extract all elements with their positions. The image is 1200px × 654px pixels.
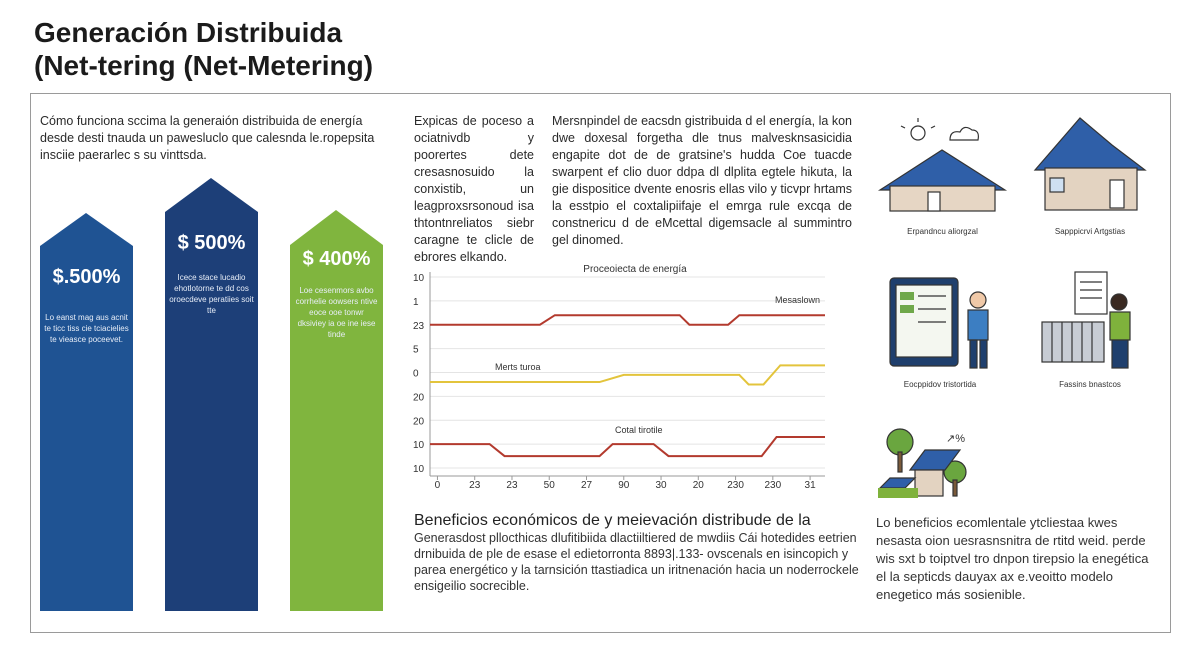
- x-tick-label: 31: [805, 480, 817, 491]
- column-value: $ 500%: [177, 232, 246, 254]
- column-value: $.500%: [52, 266, 121, 288]
- icon-house-sun: [877, 118, 1008, 212]
- column-text: Lo eanst mag aus acnit te ticc tiss cie …: [44, 313, 129, 344]
- column: [165, 178, 258, 611]
- bottom-left: Beneficios económicos de y meievación di…: [414, 512, 859, 594]
- middle-text: Mersnpindel de eacsdn gistribuida d el e…: [552, 114, 852, 247]
- x-tick-label: 0: [435, 480, 441, 491]
- column-value: $ 400%: [302, 248, 371, 270]
- icon-document-person: [1041, 271, 1131, 369]
- icon-caption: Eocppidov tristortida: [903, 380, 977, 389]
- series-line: [430, 435, 825, 458]
- y-tick-label: 5: [413, 345, 419, 356]
- series-label: Cotal tirotile: [615, 425, 663, 435]
- icon-trees-panels: ↗%: [878, 428, 967, 498]
- x-tick-label: 30: [655, 480, 667, 491]
- icon-caption: Erpandncu aliorgzal: [907, 227, 978, 236]
- y-tick-label: 0: [413, 369, 419, 380]
- x-tick-label: 23: [506, 480, 518, 491]
- bottom-text: Generasdost pllocthicas dlufitibiida dla…: [414, 531, 859, 593]
- title: Generación Distribuida (Net-tering (Net-…: [34, 16, 373, 82]
- series-line: [430, 314, 825, 326]
- x-tick-label: 27: [581, 480, 593, 491]
- frame: [30, 93, 1171, 633]
- icon-house: [1033, 117, 1147, 211]
- icon-caption: Sapppicrvi Artgstias: [1054, 227, 1126, 236]
- y-tick-label: 20: [413, 392, 425, 403]
- middle-text: Expicas de poceso a ociatnivdb y poorert…: [414, 114, 534, 264]
- bottom-heading: Beneficios económicos de y meievación di…: [414, 512, 811, 529]
- intro: Cómo funciona sccima la generaión distri…: [40, 114, 375, 162]
- icon-caption: Fassins bnastcos: [1059, 380, 1121, 389]
- y-tick-label: 1: [413, 297, 419, 308]
- x-tick-label: 50: [544, 480, 556, 491]
- x-tick-label: 20: [693, 480, 705, 491]
- column: [290, 210, 383, 611]
- y-tick-label: 20: [413, 416, 425, 427]
- column-text: Loe cesenmors avbo corrhelie oowsers nti…: [295, 286, 378, 339]
- x-tick-label: 23: [469, 480, 481, 491]
- series-line: [430, 364, 825, 386]
- chart-title: Proceoiecta de energía: [583, 264, 687, 275]
- y-tick-label: 23: [413, 321, 425, 332]
- series-label: Merts turoa: [495, 362, 541, 372]
- series-label: Mesaslown: [775, 295, 820, 305]
- title-line: (Net-tering (Net-Metering): [34, 50, 374, 81]
- column-text: Icece stace lucadio ehotlotorne te dd co…: [169, 273, 254, 315]
- y-tick-label: 10: [413, 464, 425, 475]
- y-tick-label: 10: [413, 440, 425, 451]
- x-tick-label: 230: [764, 480, 781, 491]
- icon-tablet-person: [889, 277, 989, 369]
- x-tick-label: 230: [727, 480, 744, 491]
- bottom-right: Lo beneficios ecomlentale ytcliestaa kwe…: [876, 515, 1149, 602]
- x-tick-label: 90: [618, 480, 630, 491]
- title-line: Generación Distribuida: [34, 17, 343, 48]
- column: [40, 213, 133, 611]
- y-tick-label: 10: [413, 273, 425, 284]
- svg-text:↗%: ↗%: [946, 433, 965, 445]
